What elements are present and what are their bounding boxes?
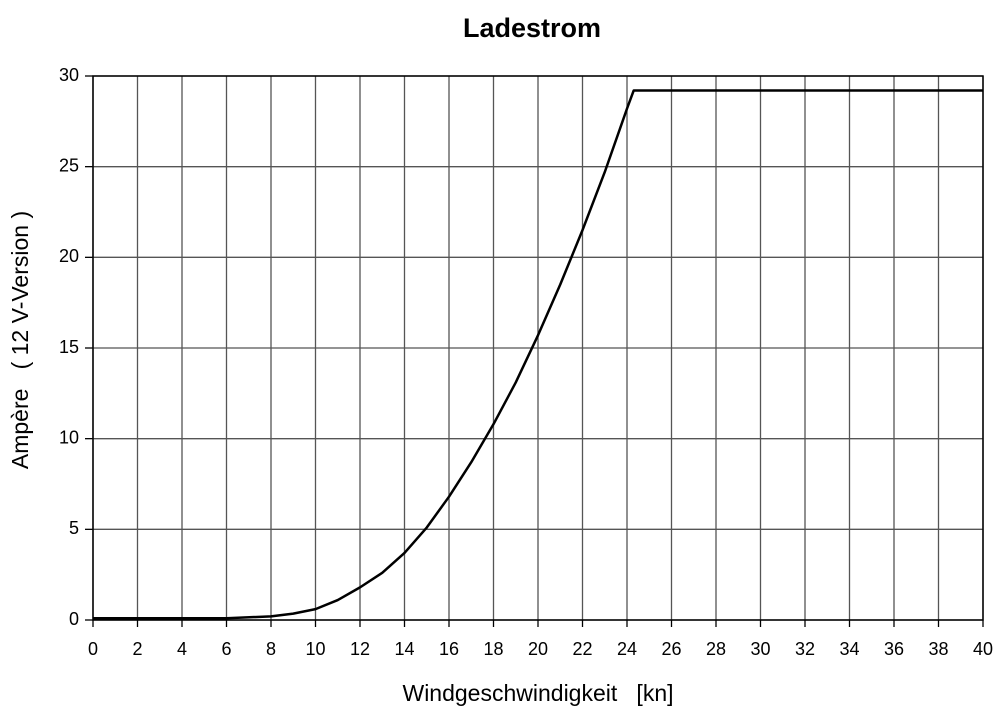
- x-tick-label: 2: [132, 639, 142, 659]
- x-tick-label: 34: [839, 639, 859, 659]
- x-tick-label: 38: [928, 639, 948, 659]
- x-tick-label: 18: [483, 639, 503, 659]
- x-tick-label: 10: [305, 639, 325, 659]
- y-tick-label: 10: [59, 427, 79, 447]
- x-tick-label: 40: [973, 639, 993, 659]
- x-tick-label: 30: [750, 639, 770, 659]
- x-tick-label: 16: [439, 639, 459, 659]
- x-tick-label: 4: [177, 639, 187, 659]
- y-axis-label: Ampère ( 12 V-Version ): [7, 211, 33, 469]
- y-tick-label: 25: [59, 155, 79, 175]
- x-tick-label: 20: [528, 639, 548, 659]
- x-tick-label: 6: [221, 639, 231, 659]
- x-tick-label: 14: [394, 639, 414, 659]
- x-tick-label: 32: [795, 639, 815, 659]
- x-tick-label: 36: [884, 639, 904, 659]
- y-tick-label: 30: [59, 65, 79, 85]
- plot-border: [92, 75, 984, 621]
- y-tick-label: 15: [59, 337, 79, 357]
- x-tick-label: 12: [350, 639, 370, 659]
- y-tick-label: 20: [59, 246, 79, 266]
- x-tick-label: 26: [661, 639, 681, 659]
- x-tick-label: 24: [617, 639, 637, 659]
- x-tick-label: 0: [88, 639, 98, 659]
- chart-title: Ladestrom: [463, 13, 601, 43]
- y-tick-label: 5: [69, 518, 79, 538]
- x-tick-label: 8: [266, 639, 276, 659]
- x-axis-label: Windgeschwindigkeit [kn]: [402, 680, 673, 706]
- x-tick-label: 22: [572, 639, 592, 659]
- data-line: [93, 89, 983, 620]
- y-tick-label: 0: [69, 609, 79, 629]
- x-tick-label: 28: [706, 639, 726, 659]
